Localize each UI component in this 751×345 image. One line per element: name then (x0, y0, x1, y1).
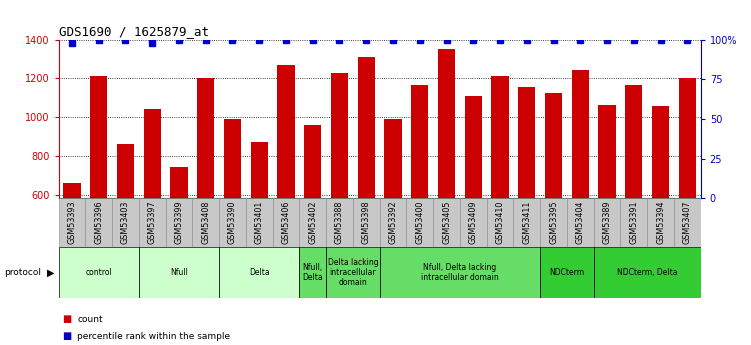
Text: percentile rank within the sample: percentile rank within the sample (77, 332, 231, 341)
Bar (330, 72, 348, 310)
Text: GSM53398: GSM53398 (362, 201, 371, 244)
Bar (86, 198, 112, 247)
Bar (540, 247, 593, 298)
Text: NDCterm, Delta: NDCterm, Delta (617, 268, 677, 277)
Bar (380, 247, 540, 298)
Bar (246, 198, 273, 247)
Text: Nfull, Delta lacking
intracellular domain: Nfull, Delta lacking intracellular domai… (421, 263, 499, 282)
Bar (438, 49, 455, 310)
Text: GSM53389: GSM53389 (602, 201, 611, 244)
Text: ■: ■ (62, 314, 71, 324)
Text: GSM53401: GSM53401 (255, 201, 264, 244)
Bar (674, 198, 701, 247)
Bar (251, 142, 268, 310)
Text: Delta: Delta (249, 268, 270, 277)
Bar (192, 198, 219, 247)
Text: GSM53406: GSM53406 (282, 201, 291, 244)
Bar (487, 198, 514, 247)
Text: GSM53391: GSM53391 (629, 201, 638, 244)
Text: GSM53403: GSM53403 (121, 201, 130, 244)
Bar (599, 105, 616, 310)
Text: GSM53394: GSM53394 (656, 201, 665, 244)
Bar (572, 70, 589, 310)
Bar (219, 198, 246, 247)
Text: GSM53411: GSM53411 (522, 201, 531, 244)
Bar (544, 93, 562, 310)
Text: ■: ■ (62, 332, 71, 341)
Text: GSM53393: GSM53393 (68, 201, 77, 244)
Bar (357, 57, 375, 310)
Bar (139, 247, 219, 298)
Text: GDS1690 / 1625879_at: GDS1690 / 1625879_at (59, 26, 209, 39)
Bar (300, 247, 326, 298)
Bar (593, 198, 620, 247)
Text: Nfull: Nfull (170, 268, 188, 277)
Text: GSM53409: GSM53409 (469, 201, 478, 244)
Bar (197, 78, 215, 310)
Text: GSM53400: GSM53400 (415, 201, 424, 244)
Bar (567, 198, 593, 247)
Bar (353, 198, 380, 247)
Bar (300, 198, 326, 247)
Text: GSM53399: GSM53399 (174, 201, 183, 244)
Text: control: control (86, 268, 112, 277)
Bar (143, 109, 161, 310)
Bar (304, 125, 321, 310)
Text: NDCterm: NDCterm (549, 268, 584, 277)
Bar (112, 198, 139, 247)
Text: GSM53402: GSM53402 (308, 201, 317, 244)
Text: Delta lacking
intracellular
domain: Delta lacking intracellular domain (327, 258, 379, 287)
Text: GSM53397: GSM53397 (148, 201, 157, 244)
Bar (518, 87, 535, 310)
Bar (647, 198, 674, 247)
Bar (514, 198, 540, 247)
Text: protocol: protocol (4, 268, 41, 277)
Bar (491, 77, 508, 310)
Bar (139, 198, 166, 247)
Bar (620, 198, 647, 247)
Bar (460, 198, 487, 247)
Bar (59, 198, 86, 247)
Text: GSM53388: GSM53388 (335, 201, 344, 244)
Text: GSM53395: GSM53395 (549, 201, 558, 244)
Bar (679, 78, 696, 310)
Bar (593, 247, 701, 298)
Text: Nfull,
Delta: Nfull, Delta (303, 263, 323, 282)
Text: GSM53408: GSM53408 (201, 201, 210, 244)
Bar (326, 198, 353, 247)
Text: GSM53392: GSM53392 (388, 201, 397, 244)
Bar (380, 198, 406, 247)
Text: GSM53410: GSM53410 (496, 201, 505, 244)
Bar (63, 183, 80, 310)
Bar (116, 144, 134, 310)
Bar (385, 119, 402, 310)
Text: GSM53390: GSM53390 (228, 201, 237, 244)
Bar (273, 198, 300, 247)
Text: GSM53396: GSM53396 (94, 201, 103, 244)
Text: count: count (77, 315, 103, 324)
Bar (90, 77, 107, 310)
Bar (326, 247, 380, 298)
Bar (224, 119, 241, 310)
Bar (433, 198, 460, 247)
Text: GSM53404: GSM53404 (576, 201, 585, 244)
Text: GSM53405: GSM53405 (442, 201, 451, 244)
Bar (166, 198, 192, 247)
Text: GSM53407: GSM53407 (683, 201, 692, 244)
Text: ▶: ▶ (47, 268, 54, 277)
Bar (219, 247, 300, 298)
Bar (170, 167, 188, 310)
Bar (411, 85, 429, 310)
Bar (465, 96, 482, 310)
Bar (277, 65, 294, 310)
Bar (625, 85, 643, 310)
Bar (406, 198, 433, 247)
Bar (652, 107, 669, 310)
Bar (59, 247, 139, 298)
Bar (540, 198, 567, 247)
